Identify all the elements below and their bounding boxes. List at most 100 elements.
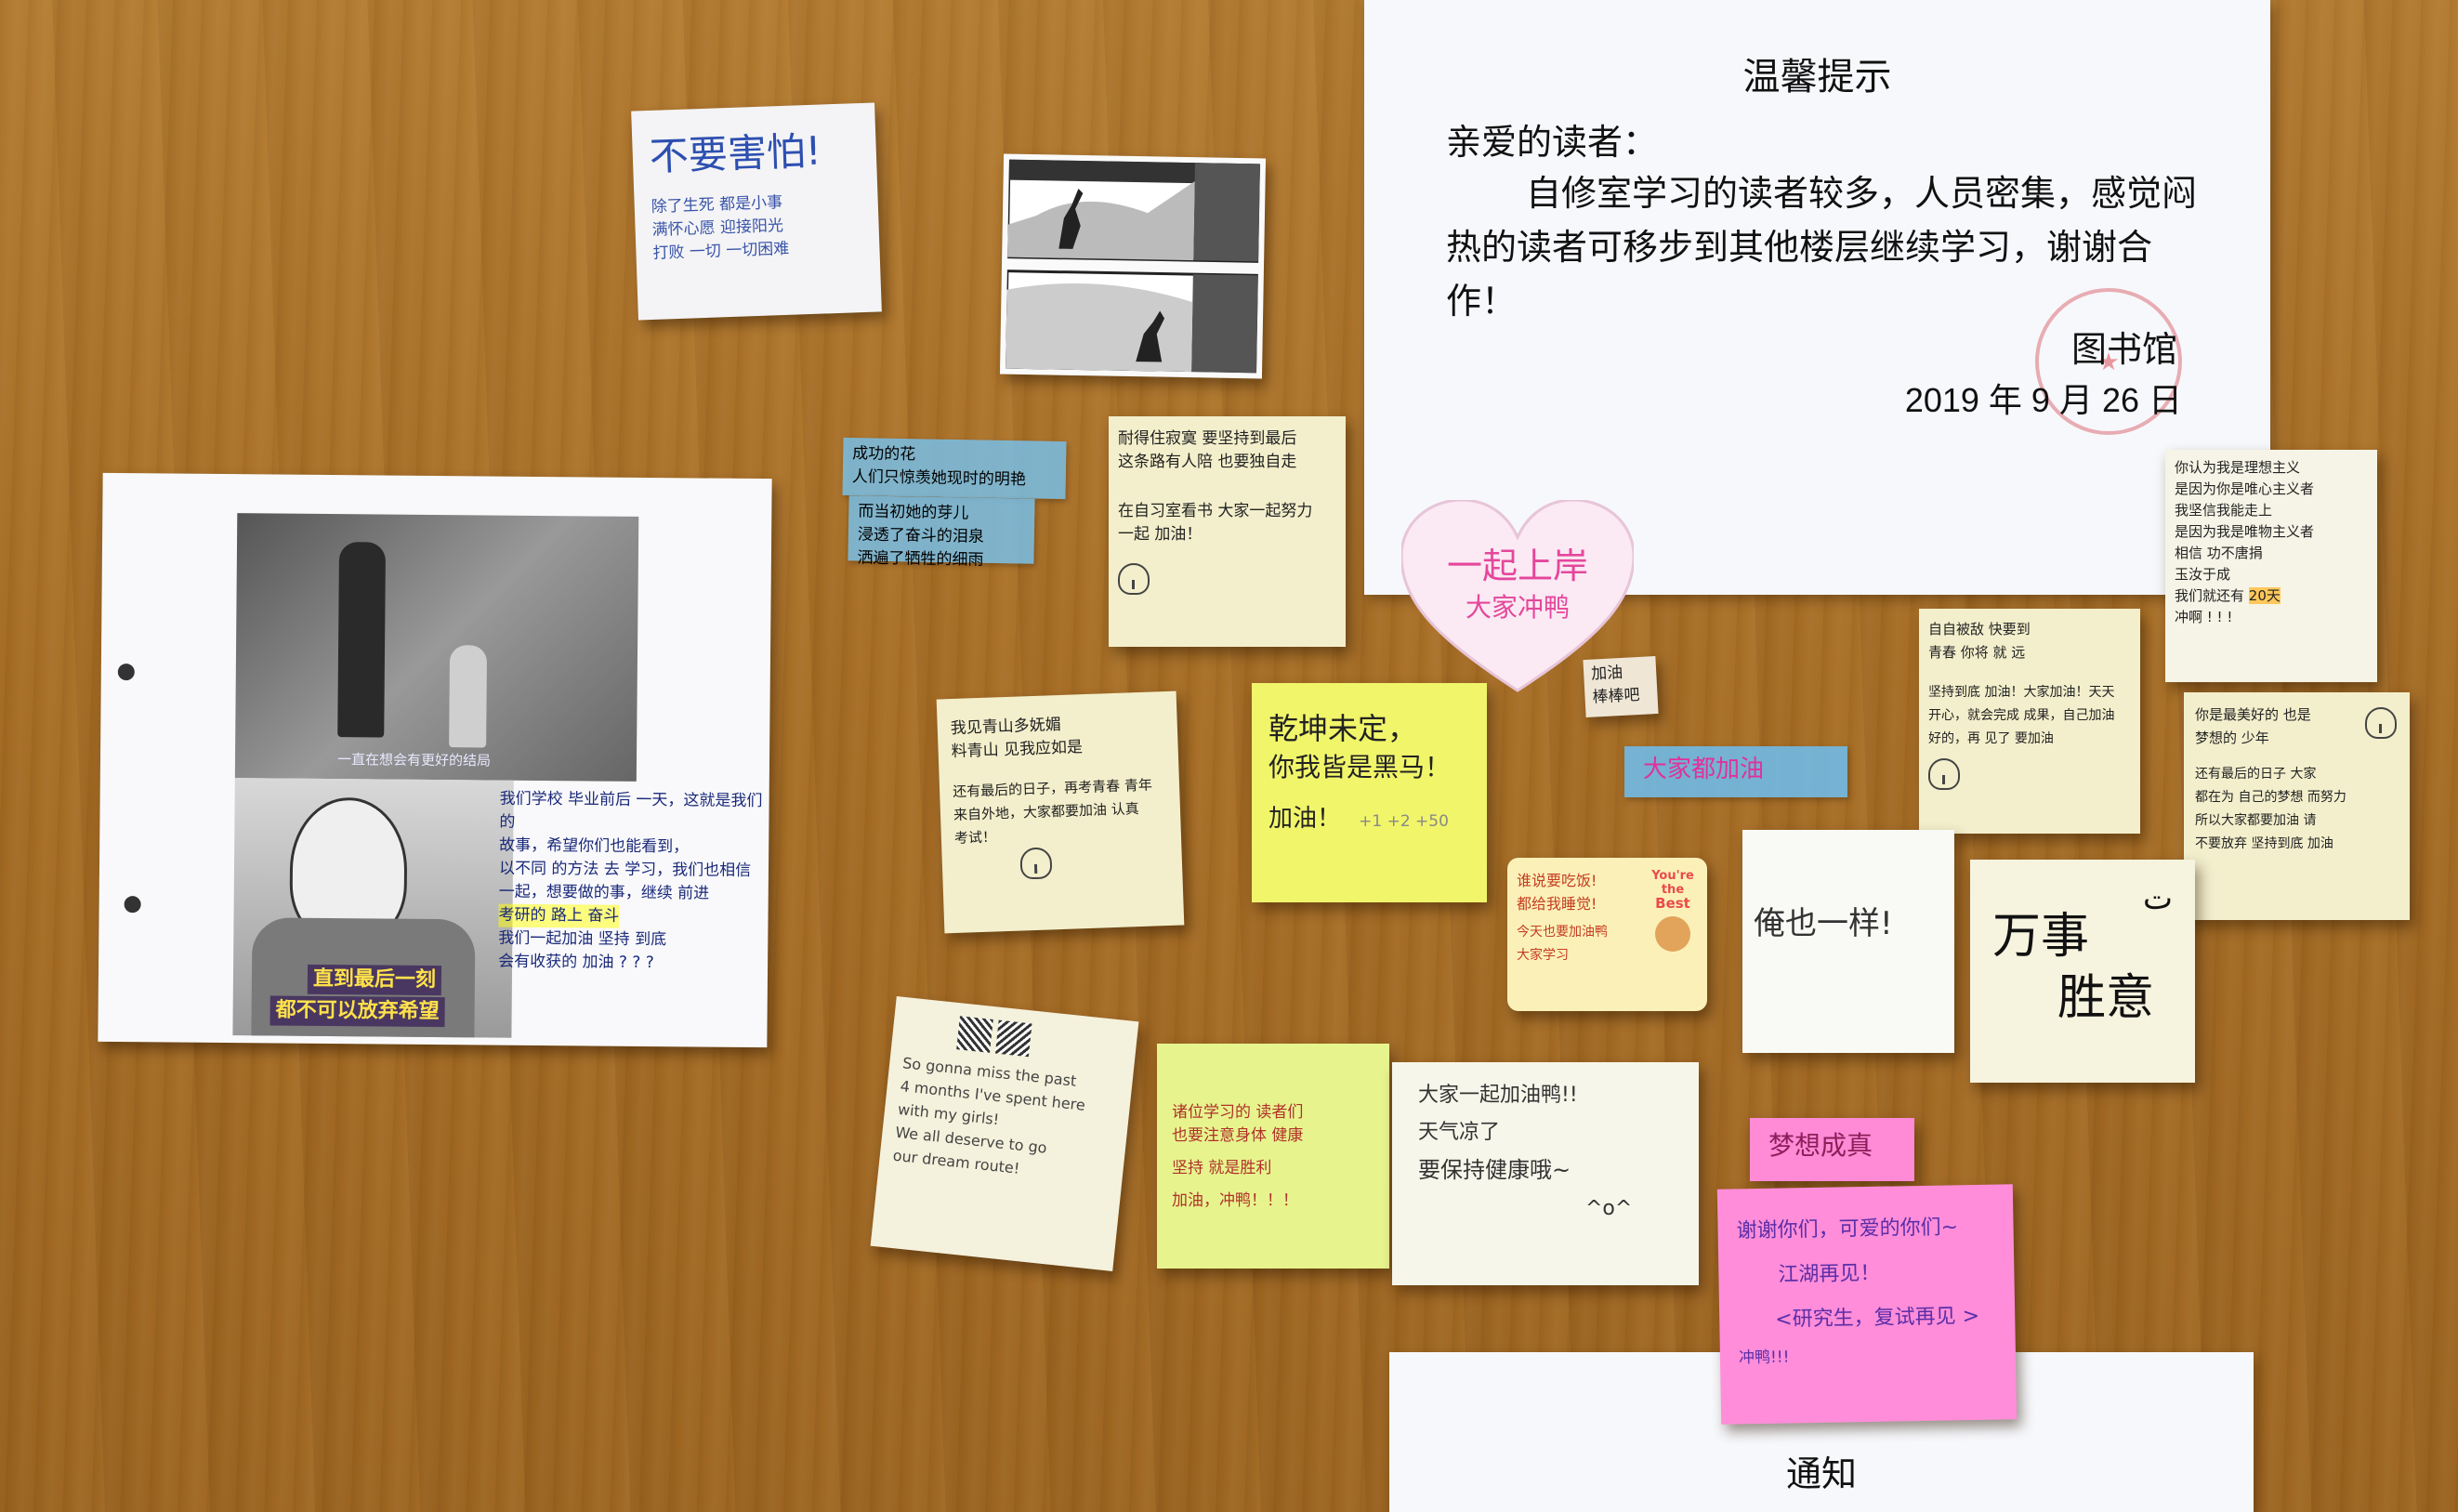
photo-handwriting-line: 我们学校 毕业前后 一天，这就是我们的	[499, 789, 763, 832]
note-line: 你认为我是理想主义	[2175, 459, 2301, 476]
highlighted-days: 20天	[2248, 587, 2281, 604]
note-lined-right: 你认为我是理想主义 是因为你是唯心主义者 我坚信我能走上 是因为我是唯物主义者 …	[2165, 450, 2377, 682]
bottom-notice-title: 通知	[1785, 1455, 1857, 1494]
photo-handwriting-line: 会有收获的 加油 ? ? ?	[498, 952, 654, 973]
warm-reminder-notice: 温馨提示 亲爱的读者： 自修室学习的读者较多，人员密集，感觉闷热的读者可移步到其…	[1364, 0, 2270, 595]
blue-tape-label: 成功的花 人们只惊羡她现时的明艳	[842, 437, 1067, 500]
note-line: 天气凉了	[1418, 1121, 1501, 1144]
note-line: 万事	[1992, 909, 2090, 965]
heart-icon	[1401, 500, 1634, 692]
blue-tape-label: 而当初她的芽儿 浸透了奋斗的泪泉 洒遍了牺牲的细雨	[848, 495, 1035, 569]
comic-strip-drawing	[1004, 158, 1262, 375]
note-line: 还有最后的日子 大家	[2195, 767, 2317, 782]
note-line: 江湖再见！	[1778, 1261, 1881, 1287]
bear-icon	[1655, 916, 1690, 952]
standing-figure	[337, 542, 387, 738]
note-lined-a: 耐得住寂寞 要坚持到最后 这条路有人陪 也要独自走 在自习室看书 大家一起努力 …	[1109, 416, 1346, 647]
note-english: So gonna miss the past 4 months I've spe…	[870, 996, 1139, 1271]
note-line: 大家一起加油鸭!!	[1418, 1084, 1578, 1107]
note-line: 耐得住寂寞 要坚持到最后	[1118, 429, 1297, 448]
blue-tape-line: 成功的花	[852, 444, 916, 464]
note-yellow-dark-horse: 乾坤未定， 你我皆是黑马！ 加油！ +1 +2 +50	[1252, 683, 1487, 902]
notice-signature: 图书馆	[2070, 331, 2177, 370]
note-line: +1 +2 +50	[1359, 812, 1449, 831]
heart-line: 大家冲鸭	[1465, 593, 1570, 622]
bell-icon	[1019, 847, 1053, 880]
manga-caption-bottom: 直到最后一刻	[307, 964, 442, 996]
youre-the-best-badge: You're the Best	[1646, 869, 1700, 952]
note-line: 在自习室看书 大家一起努力	[1118, 502, 1313, 520]
blue-label-all-add-oil: 大家都加油	[1624, 746, 1847, 797]
note-line: 好的，再 见了 要加油	[1928, 731, 2054, 746]
note-me-too: 俺也一样!	[1742, 830, 1954, 1053]
note-line: 一起 加油！	[1118, 525, 1203, 544]
note-sticker: 谁说要吃饭! 都给我睡觉! 今天也要加油鸭 大家学习 You're the Be…	[1507, 858, 1707, 1011]
photo-handwriting-line: 以不同 的方法 去 学习，我们也相信	[498, 859, 752, 880]
note-line: 都给我睡觉!	[1517, 895, 1597, 913]
smiley-icon: ت	[2142, 880, 2173, 917]
heart-note: 一起上岸 大家冲鸭	[1401, 500, 1634, 695]
note-line: 相信 功不唐捐	[2175, 545, 2263, 561]
note-lined-c: 自自被敌 快要到 青春 你将 就 远 坚持到底 加油！大家加油！天天 开心，就会…	[1919, 609, 2140, 834]
notice-title: 温馨提示	[1742, 57, 1892, 98]
note-line: 是因为我是唯物主义者	[2175, 523, 2315, 540]
photo-handwriting-line: 我们一起加油 坚持 到底	[498, 928, 667, 950]
qr-code-icon	[956, 1016, 993, 1053]
bell-icon	[1118, 563, 1150, 595]
notice-date: 2019 年 9 月 26 日	[1904, 381, 2182, 419]
note-line: <研究生，复试再见 >	[1775, 1304, 1980, 1332]
photo-handwriting: 我们学校 毕业前后 一天，这就是我们的 故事，希望你们也能看到， 以不同 的方法…	[498, 788, 769, 977]
note-line: 坚持 就是胜利	[1172, 1159, 1272, 1177]
note-line: 要保持健康哦~	[1418, 1157, 1571, 1183]
notice-body: 自修室学习的读者较多，人员密集，感觉闷热的读者可移步到其他楼层继续学习，谢谢合作…	[1446, 175, 2198, 322]
note-line: 梦想成真	[1768, 1130, 1873, 1161]
note-line: 也要注意身体 健康	[1172, 1126, 1304, 1145]
note-line: 冲鸭!!!	[1738, 1348, 1790, 1368]
note-line: 玉汝于成	[2175, 566, 2231, 583]
library-stamp-icon: ★	[2035, 288, 2182, 435]
heart-line: 一起上岸	[1446, 547, 1588, 586]
sitting-figure	[449, 645, 488, 748]
manga-caption-bottom: 都不可以放弃希望	[269, 995, 445, 1028]
note-line: 所以大家都要加油 请	[2195, 813, 2317, 828]
note-line: 加油，冲鸭！！！	[1172, 1191, 1298, 1210]
note-all-the-best: 万事 胜意 ت	[1970, 860, 2195, 1083]
note-line: 你我皆是黑马！	[1268, 752, 1452, 782]
note-line: 我们就还有	[2175, 587, 2245, 604]
blue-tape-line: 人们只惊羡她现时的明艳	[851, 467, 1026, 489]
photo-handwriting-line: 故事，希望你们也能看到，	[499, 835, 690, 857]
note-line: 这条路有人陪 也要独自走	[1118, 453, 1297, 471]
note-line: 乾坤未定，	[1268, 711, 1418, 746]
note-lined-b: 我见青山多妩媚 料青山 见我应如是 还有最后的日子，再考青春 青年 来自外地，大…	[936, 690, 1185, 934]
photo-print-left: 一直在想会有更好的结局 直到最后一刻 都不可以放弃希望 我们学校 毕业前后 一天…	[98, 472, 772, 1048]
note-line: 自自被敌 快要到	[1928, 621, 2031, 638]
note-line: 青春 你将 就 远	[1928, 644, 2026, 661]
note-line: 开心，就会完成 成果，自己加油	[1928, 708, 2115, 723]
note-line: 今天也要加油鸭	[1517, 925, 1608, 940]
note-line: 都在为 自己的梦想 而努力	[2195, 790, 2346, 805]
manga-panel-top: 一直在想会有更好的结局	[234, 513, 639, 782]
note-dont-fear-heading: 不要害怕!	[649, 127, 822, 179]
manga-panel-bottom: 直到最后一刻 都不可以放弃希望	[232, 778, 514, 1038]
blue-tape-line: 洒遍了牺牲的细雨	[857, 548, 984, 569]
note-line: 坚持到底 加油！大家加油！天天	[1928, 685, 2115, 700]
blue-tape-line: 而当初她的芽儿	[858, 502, 969, 522]
note-line: 棒棒吧	[1592, 685, 1641, 707]
manga-caption-top: 一直在想会有更好的结局	[336, 751, 492, 769]
note-line: 俺也一样!	[1754, 905, 1893, 942]
note-line: 是因为你是唯心主义者	[2175, 480, 2315, 497]
binder-hole-icon	[117, 664, 135, 681]
note-line: 加油！	[1268, 805, 1342, 833]
note-line: 我坚信我能走上	[2175, 502, 2273, 519]
badge-line: Best	[1655, 895, 1690, 912]
photo-handwriting-line: 一起，想要做的事，继续 前进	[498, 882, 710, 903]
note-line: 诸位学习的 读者们	[1172, 1103, 1304, 1122]
note-white-square: 大家一起加油鸭!! 天气凉了 要保持健康哦~ ^o^	[1392, 1062, 1699, 1285]
note-lined-d: 你是最美好的 也是 梦想的 少年 还有最后的日子 大家 都在为 自己的梦想 而努…	[2184, 692, 2410, 920]
note-pink-label: 梦想成真	[1750, 1118, 1914, 1181]
bell-icon	[2365, 707, 2397, 739]
note-line: 梦想的 少年	[2195, 730, 2269, 746]
note-line: 谢谢你们，可爱的你们~	[1736, 1216, 1959, 1243]
note-pink-farewell: 谢谢你们，可爱的你们~ 江湖再见！ <研究生，复试再见 > 冲鸭!!!	[1716, 1184, 2018, 1425]
note-line: 冲啊 ! ! !	[2175, 609, 2233, 625]
